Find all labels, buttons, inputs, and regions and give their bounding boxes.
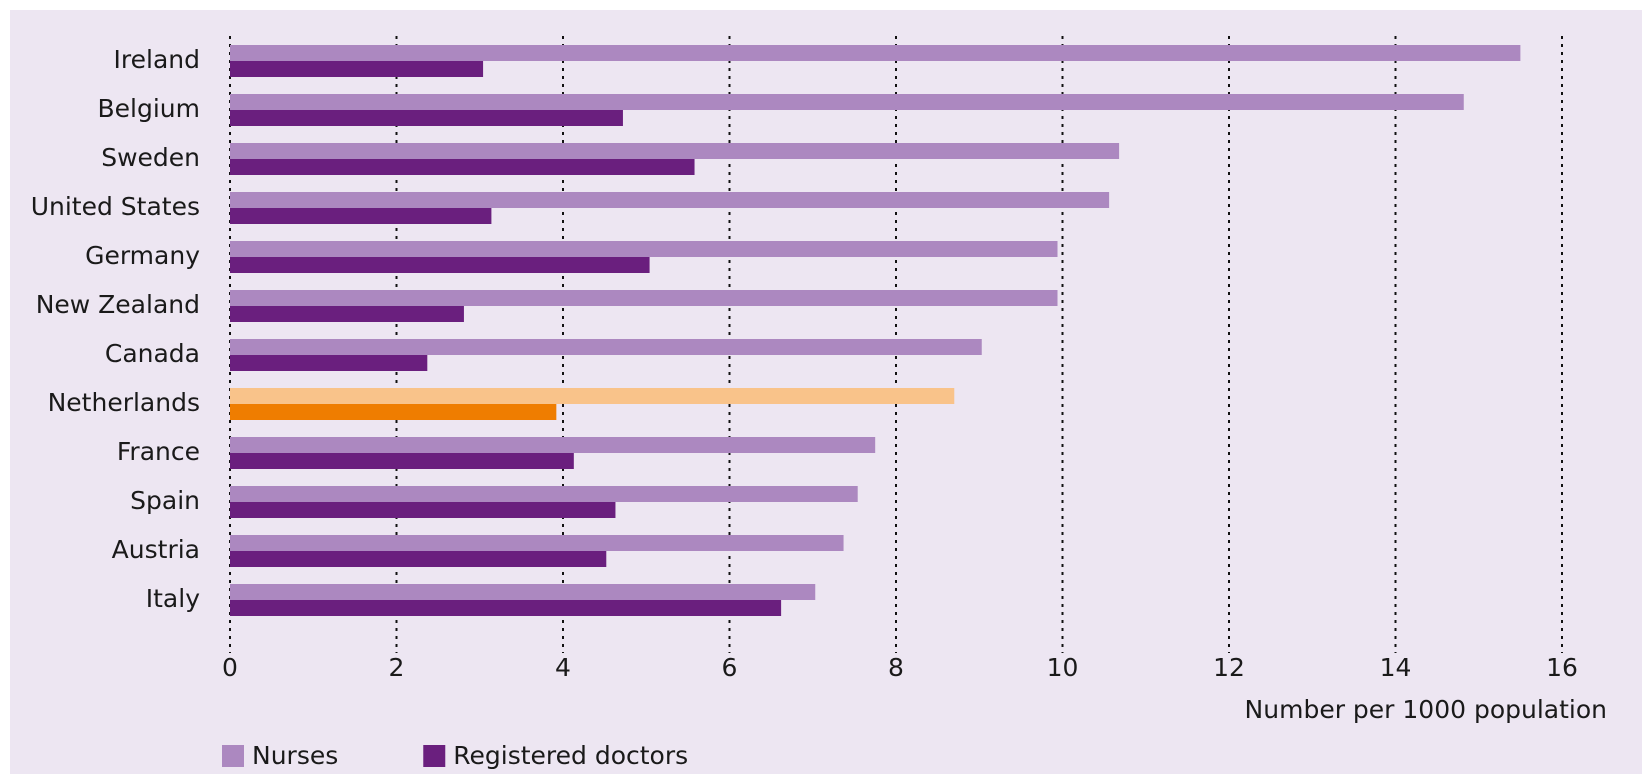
bar [230,584,816,600]
legend-swatch [222,745,244,767]
bar [230,94,1464,110]
x-tick-label: 8 [888,653,904,682]
bar [230,388,955,404]
bar [230,437,876,453]
y-tick-label: Spain [130,486,200,515]
bar [230,241,1058,257]
x-tick-label: 16 [1546,653,1578,682]
bar [230,339,982,355]
y-tick-label: Italy [146,584,200,613]
y-tick-label: Austria [112,535,200,564]
bar [230,355,428,371]
bar [230,551,607,567]
y-tick-label: Germany [85,241,200,270]
x-tick-label: 10 [1047,653,1079,682]
legend-swatch [423,745,446,767]
x-tick-label: 14 [1380,653,1412,682]
bar [230,208,492,224]
x-tick-label: 4 [555,653,571,682]
x-tick-label: 2 [389,653,405,682]
bar [230,404,557,420]
x-tick-label: 0 [222,653,238,682]
bar [230,159,695,175]
bar [230,61,484,77]
y-tick-label: Sweden [101,143,200,172]
y-tick-label: France [117,437,200,466]
bar [230,143,1120,159]
legend-label: Registered doctors [453,741,688,770]
y-tick-label: Belgium [98,94,201,123]
bar [230,535,844,551]
y-tick-label: United States [31,192,200,221]
y-tick-label: Netherlands [48,388,200,417]
bar [230,600,782,616]
y-tick-label: Canada [105,339,200,368]
y-tick-label: Ireland [114,45,200,74]
y-tick-label: New Zealand [36,290,200,319]
bar [230,486,858,502]
bar [230,306,464,322]
x-tick-label: 6 [722,653,738,682]
bar [230,502,616,518]
bar [230,192,1110,208]
bar [230,257,650,273]
legend-label: Nurses [252,741,338,770]
bar [230,453,574,469]
bar [230,45,1521,61]
x-axis-label: Number per 1000 population [1245,695,1607,724]
x-tick-label: 12 [1213,653,1245,682]
bar [230,290,1058,306]
bar [230,110,623,126]
